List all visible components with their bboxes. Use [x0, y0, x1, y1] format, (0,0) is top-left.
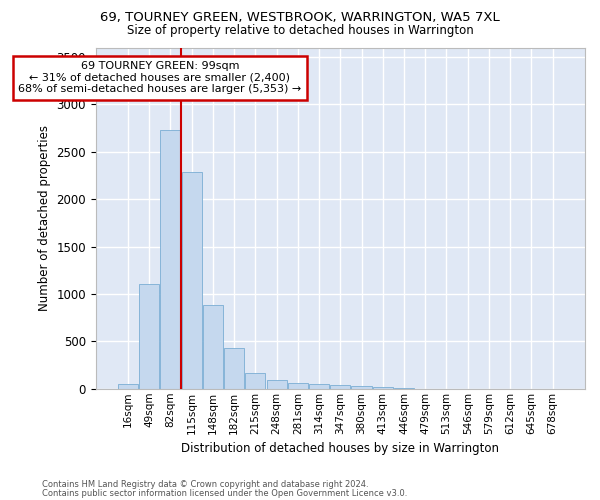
Bar	[330, 386, 350, 389]
Bar	[203, 306, 223, 389]
Bar	[118, 384, 138, 389]
Text: Contains public sector information licensed under the Open Government Licence v3: Contains public sector information licen…	[42, 488, 407, 498]
Bar	[160, 130, 181, 389]
Bar	[245, 372, 265, 389]
Text: Contains HM Land Registry data © Crown copyright and database right 2024.: Contains HM Land Registry data © Crown c…	[42, 480, 368, 489]
Bar	[352, 386, 371, 389]
Text: 69 TOURNEY GREEN: 99sqm
← 31% of detached houses are smaller (2,400)
68% of semi: 69 TOURNEY GREEN: 99sqm ← 31% of detache…	[18, 61, 301, 94]
Bar	[139, 284, 159, 389]
Bar	[266, 380, 287, 389]
Y-axis label: Number of detached properties: Number of detached properties	[38, 125, 51, 311]
X-axis label: Distribution of detached houses by size in Warrington: Distribution of detached houses by size …	[181, 442, 499, 455]
Bar	[182, 172, 202, 389]
Bar	[288, 382, 308, 389]
Text: Size of property relative to detached houses in Warrington: Size of property relative to detached ho…	[127, 24, 473, 37]
Bar	[309, 384, 329, 389]
Text: 69, TOURNEY GREEN, WESTBROOK, WARRINGTON, WA5 7XL: 69, TOURNEY GREEN, WESTBROOK, WARRINGTON…	[100, 12, 500, 24]
Bar	[224, 348, 244, 389]
Bar	[373, 387, 393, 389]
